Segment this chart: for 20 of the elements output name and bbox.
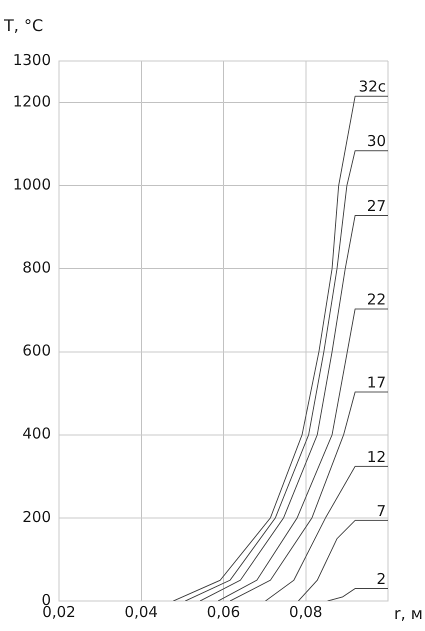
y-tick-label: 1200 (12, 92, 51, 110)
series-label: 27 (366, 196, 386, 215)
y-tick-label: 800 (22, 258, 51, 277)
x-tick-label: 0,06 (206, 602, 240, 621)
x-axis-title: r, м (394, 604, 423, 624)
series-label: 22 (366, 290, 386, 308)
y-tick-label: 1300 (12, 50, 51, 69)
y-tick-label: 200 (22, 508, 51, 526)
series-label: 12 (366, 448, 386, 466)
x-tick-label: 0,04 (124, 602, 158, 621)
series-label: 32c (358, 78, 386, 96)
series-label: 2 (376, 570, 386, 588)
y-tick-label: 600 (22, 342, 51, 360)
series-label: 7 (376, 502, 386, 520)
series-label: 17 (366, 373, 386, 392)
y-tick-label: 1000 (12, 176, 51, 194)
y-tick-label: 400 (22, 424, 51, 443)
x-tick-label: 0,08 (289, 602, 322, 621)
y-axis-title: T, °C (3, 16, 44, 35)
series-label: 30 (366, 132, 386, 150)
